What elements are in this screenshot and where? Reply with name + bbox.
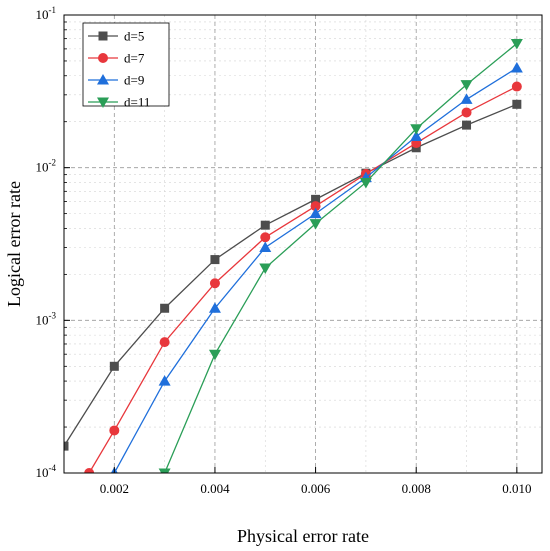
data-point-0 — [260, 220, 270, 230]
data-point-1 — [209, 278, 220, 289]
series-layer — [64, 39, 523, 473]
legend-label: d=11 — [124, 95, 150, 110]
x-tick-label: 0.002 — [100, 481, 129, 496]
legend-marker — [98, 53, 108, 63]
data-point-0 — [210, 255, 220, 265]
plot-frame — [63, 14, 543, 474]
series-line-0 — [64, 103, 518, 447]
x-axis-label: Physical error rate — [237, 526, 369, 546]
data-point-0 — [160, 303, 170, 313]
y-tick-label: 10-2 — [36, 158, 57, 175]
y-tick-label: 10-3 — [36, 310, 57, 327]
data-point-3 — [460, 80, 473, 91]
data-point-3 — [359, 177, 372, 189]
data-point-2 — [460, 93, 473, 104]
legend: d=5 d=7 d=9 d=11 — [82, 22, 170, 110]
data-point-2 — [309, 207, 322, 219]
y-axis-label: Logical error rate — [4, 181, 24, 307]
data-point-1 — [109, 425, 120, 436]
data-point-1 — [84, 468, 95, 473]
series-line-3 — [164, 43, 518, 473]
x-tick-label: 0.008 — [402, 481, 431, 496]
data-point-0 — [64, 441, 69, 451]
data-point-1 — [310, 201, 321, 212]
data-point-1 — [461, 107, 472, 118]
legend-marker — [97, 97, 109, 108]
data-point-1 — [159, 337, 170, 348]
data-point-2 — [510, 61, 523, 73]
data-point-3 — [208, 349, 221, 361]
data-point-1 — [260, 232, 271, 243]
x-tick-label: 0.006 — [301, 481, 331, 496]
grid — [64, 15, 542, 473]
data-point-2 — [208, 302, 221, 313]
data-point-0 — [311, 194, 321, 204]
data-point-0 — [512, 99, 522, 109]
data-point-3 — [510, 39, 523, 50]
data-point-2 — [410, 130, 423, 142]
legend-box — [82, 22, 170, 107]
legend-label: d=5 — [124, 29, 144, 44]
data-point-2 — [158, 375, 171, 386]
data-point-3 — [158, 468, 171, 473]
y-tick-label: 10-1 — [36, 5, 57, 22]
legend-label: d=9 — [124, 73, 144, 88]
data-point-3 — [259, 263, 272, 275]
ticks: 0.002 0.004 0.006 0.008 0.010 10-4 10-3 10-2 10-… — [36, 5, 532, 496]
data-point-0 — [462, 120, 472, 130]
y-tick-label: 10-4 — [36, 463, 57, 480]
series-line-1 — [88, 85, 518, 473]
legend-marker — [97, 74, 109, 85]
legend-label: d=7 — [124, 51, 145, 66]
data-point-3 — [309, 219, 322, 230]
data-point-1 — [511, 81, 522, 92]
x-tick-label: 0.010 — [502, 481, 531, 496]
data-point-2 — [259, 241, 272, 252]
legend-marker — [98, 31, 108, 41]
data-point-0 — [109, 361, 119, 371]
data-point-3 — [410, 124, 423, 135]
x-tick-label: 0.004 — [200, 481, 230, 496]
